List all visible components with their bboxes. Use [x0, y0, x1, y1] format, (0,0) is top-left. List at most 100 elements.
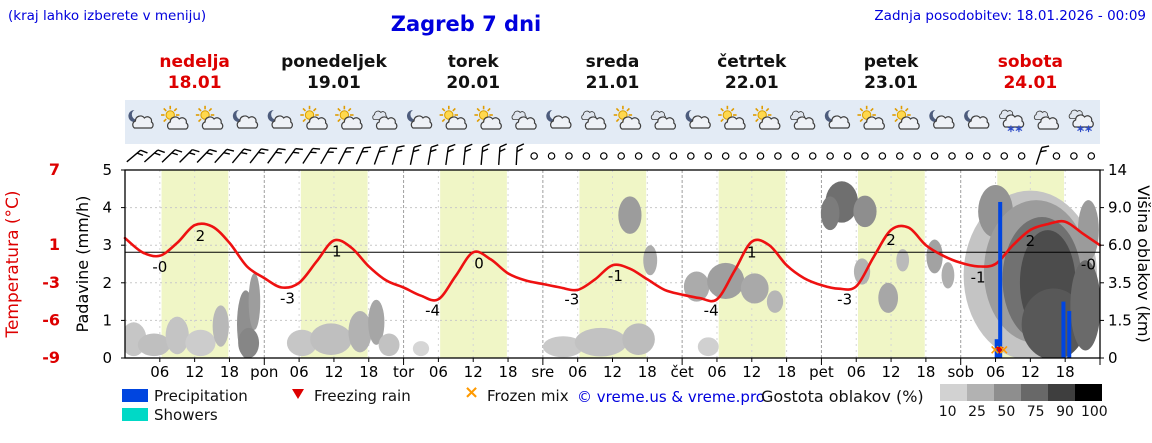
cloud-density-ticks: 10 25 50 75 90 100 — [933, 404, 1109, 420]
wind-barb-icon — [409, 144, 422, 165]
day-date: 18.01 — [167, 73, 222, 93]
wind-barb-icon — [143, 149, 165, 163]
x-axis-hour-label: 06 — [707, 363, 726, 381]
x-axis-day-label: pet — [809, 363, 834, 381]
precip-axis-tick: 1 — [102, 311, 112, 329]
wind-barb-icon — [320, 147, 338, 165]
weather-icon-sun-cloud — [439, 105, 468, 130]
x-axis-hour-label: 12 — [324, 363, 343, 381]
day-name: ponedeljek — [281, 52, 387, 72]
weather-icon-sun-cloud — [474, 105, 502, 130]
cloud-axis-tick: 6.0 — [1108, 236, 1132, 254]
precipitation-swatch — [122, 389, 148, 402]
day-header: četrtek 22.01 — [682, 52, 821, 94]
freezing-rain-marker — [995, 347, 1004, 354]
wind-barb-icon — [462, 143, 473, 166]
day-header-row: nedelja 18.01 ponedeljek 19.01 torek 20.01 sre… — [125, 52, 1100, 94]
density-scale-tick: 10 — [938, 404, 957, 420]
day-name: petek — [863, 52, 919, 72]
cloud-axis-tick: 0 — [1108, 349, 1118, 367]
wind-barb-icon — [214, 148, 235, 164]
legend-frozen-mix-label: Frozen mix — [487, 387, 569, 405]
day-date: 23.01 — [864, 73, 918, 93]
wind-barb-icon — [480, 143, 490, 166]
temperature-value-label: -0 — [152, 258, 167, 276]
cloud-density-layer — [125, 181, 1100, 358]
weather-icon-sun-cloud — [195, 105, 224, 130]
temperature-value-label: 0 — [474, 254, 484, 272]
wind-barb-icon — [302, 147, 321, 164]
calm-wind-icon — [826, 152, 834, 160]
day-header: petek 23.01 — [821, 52, 960, 94]
calm-wind-icon — [739, 152, 747, 160]
day-header: sreda 21.01 — [543, 52, 682, 94]
wind-barb-icon — [161, 149, 183, 163]
calm-wind-icon — [547, 152, 556, 160]
showers-swatch — [122, 408, 148, 421]
cloud-axis-tick: 1.5 — [1108, 311, 1132, 329]
calm-wind-icon — [1017, 152, 1026, 160]
weather-icon-sun-cloud — [300, 105, 328, 130]
temp-axis-tick: -9 — [42, 348, 60, 367]
day-date: 24.01 — [1003, 73, 1058, 93]
calm-wind-icon — [565, 152, 573, 160]
wind-barb-icon — [267, 148, 286, 164]
weather-icon-moon-cloud — [128, 109, 154, 129]
wind-barb-icon — [498, 143, 507, 166]
temp-axis-tick: -6 — [42, 310, 60, 329]
temperature-value-label: -1 — [608, 267, 623, 285]
icon-strip-background — [125, 100, 1100, 144]
precipitation-bar — [1061, 301, 1066, 358]
x-axis-hour-label: 06 — [290, 363, 309, 381]
x-axis-hour-label: 06 — [847, 363, 866, 381]
wind-barb-icon — [373, 145, 388, 165]
calm-wind-icon — [756, 152, 765, 160]
weather-icon-cloud — [511, 110, 537, 130]
precip-axis-tick: 2 — [102, 274, 112, 292]
calm-wind-icon — [1000, 152, 1009, 160]
freezing-rain-icon — [292, 389, 304, 399]
density-scale-step — [1048, 384, 1075, 401]
copyright-link[interactable]: © vreme.us & vreme.pro — [577, 388, 765, 406]
cloud-axis-tick: 9.0 — [1108, 199, 1132, 217]
frozen-mix-icon: × — [464, 382, 480, 403]
calm-wind-icon — [913, 152, 921, 160]
precipitation-bar — [998, 201, 1003, 358]
day-date: 21.01 — [585, 73, 640, 93]
calm-wind-icon — [1070, 152, 1078, 160]
day-header: torek 20.01 — [404, 52, 543, 94]
temperature-value-label: 2 — [196, 227, 206, 245]
precip-axis-tick: 4 — [102, 199, 112, 217]
precip-axis-tick: 0 — [102, 349, 112, 367]
calm-wind-icon — [704, 152, 713, 160]
day-date: 22.01 — [724, 73, 779, 93]
day-header: sobota 24.01 — [961, 52, 1100, 94]
weather-icon-sun-cloud — [335, 105, 363, 130]
calm-wind-icon — [687, 152, 695, 160]
x-axis-hour-label: 06 — [150, 363, 169, 381]
x-axis-day-label: pon — [250, 363, 278, 381]
x-axis-hour-label: 12 — [185, 363, 204, 381]
day-header: ponedeljek 19.01 — [264, 52, 403, 94]
temp-axis-tick: 7 — [49, 160, 60, 179]
weather-icon-moon-cloud — [232, 109, 259, 129]
calm-wind-icon — [634, 152, 643, 160]
precip-axis-tick: 5 — [102, 161, 112, 179]
legend-freezing-rain-label: Freezing rain — [314, 387, 411, 405]
x-axis-hour-label: 18 — [498, 363, 517, 381]
svg-text:*: * — [1085, 124, 1093, 140]
precip-axis-tick: 3 — [102, 236, 112, 254]
cloud-density-label: Gostota oblakov (%) — [761, 387, 924, 406]
calm-wind-icon — [930, 152, 939, 160]
weather-icon-cloud — [790, 110, 816, 130]
svg-text:*: * — [1077, 124, 1085, 140]
wind-barb-icon — [126, 149, 148, 163]
calm-wind-icon — [669, 152, 678, 160]
wind-barb-icon — [1035, 145, 1050, 165]
x-axis-hour-label: 12 — [1021, 363, 1040, 381]
x-axis-hour-label: 06 — [568, 363, 587, 381]
x-axis-day-label: sob — [947, 363, 974, 381]
wind-barb-icon — [179, 148, 200, 163]
